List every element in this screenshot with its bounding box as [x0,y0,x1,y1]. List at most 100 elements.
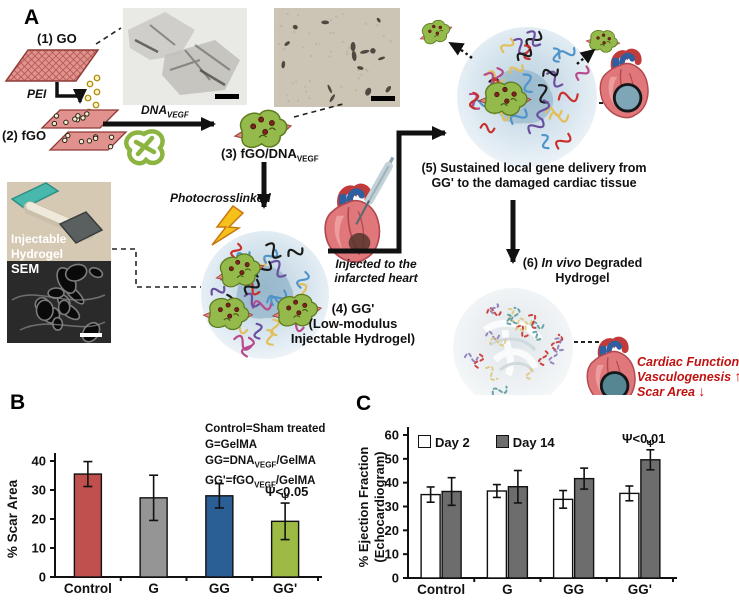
step4-line3: Injectable Hydrogel) [290,331,416,346]
legend-ggp-pre: GG'=fGO [205,475,255,488]
heart-delivery-icon [599,48,649,119]
svg-text:10: 10 [32,541,46,556]
scar-chart-legend: Control=Sham treated G=GelMA GG=DNAVEGF/… [205,421,325,494]
released-complex-icons [419,19,621,65]
step5-line2: GG' to the damaged cardiac tissue [431,176,637,190]
step6-line2: Hydrogel [555,271,610,285]
step4-label: (4) GG' (Low-modulus Injectable Hydrogel… [288,301,418,346]
legend-ggp-post: /GelMA [275,475,316,488]
outcome-cardiac-function: Cardiac Function ↑ [637,354,739,369]
scar-significance-label: Ψ<0.05 [265,484,309,499]
heart-outcome-icon [586,336,636,395]
legend-gg-pre: GG=DNA [205,455,255,467]
injected-label: Injected to the infarcted heart [326,257,426,285]
svg-text:30: 30 [32,483,46,498]
svg-text:G: G [148,581,159,596]
step6-post: Degraded [581,256,643,270]
panel-a-label: A [24,6,40,29]
legend-line-gg: GG=DNAVEGF/GelMA [205,453,325,473]
fgo-sheet-icon [40,109,128,151]
dna-label-main: DNA [141,103,167,117]
ef-chart-legend: Day 2 Day 14 [418,435,555,450]
svg-text:GG': GG' [628,582,652,597]
scar-area-chart-panel: 0 10 20 30 40 Control G GG GG' Ψ% Scar Area Contr… [0,390,352,603]
svg-text:Ψ: Ψ [646,439,654,450]
tem-go-image [123,8,247,105]
legend-line-g: G=GelMA [205,439,258,451]
svg-text:0: 0 [39,570,46,585]
fgo-dna-complex-icon [233,109,293,149]
day2-legend-item: Day 2 [418,435,470,450]
svg-text:G: G [502,582,513,597]
step5-line1: (5) Sustained local gene delivery from [421,161,647,175]
dna-plasmid-icon [124,129,165,166]
down-arrow-icon: ↓ [698,383,706,399]
svg-text:(Echocardiogram): (Echocardiogram) [372,451,387,562]
step2-label: (2) fGO [2,128,47,143]
step6-italic: In vivo [541,256,582,270]
step3-label-main: (3) fGO/DNA [221,146,297,161]
outcome-list: Cardiac Function ↑ Vasculogenesis ↑ Scar… [637,354,739,399]
svg-text:50: 50 [385,451,399,466]
outcome-text: Cardiac Function [637,355,739,369]
step4-line2: (Low-modulus [308,316,398,331]
step3-label: (3) fGO/DNAVEGF [221,146,319,164]
arrow-step4-to-5-icon [328,126,447,254]
step1-label: (1) GO [37,31,77,46]
outcome-text: Vasculogenesis [637,370,732,384]
injected-line2: infarcted heart [334,271,418,285]
day2-swatch-icon [418,435,431,448]
legend-gg-sub: VEGF [254,460,277,470]
photo-label-line2: Hydrogel [11,247,64,261]
injectable-hydrogel-label: Injectable Hydrogel [11,232,66,262]
day14-swatch-icon [495,435,509,448]
delivery-circle-icon [457,27,597,167]
sem-image [7,261,111,343]
step6-line1: (6) In vivo Degraded [505,256,660,271]
pei-arrow-icon [55,82,87,104]
ejection-fraction-chart-panel: 0 10 20 30 40 50 60 Control G GG GG' Ψ% Ejection Fr… [355,390,739,603]
photocrosslinked-label: Photocrosslinked [170,191,271,205]
sem-label: SEM [11,261,40,276]
outcome-scar-area: Scar Area ↓ [637,384,739,399]
photo-label-line1: Injectable [11,232,67,246]
svg-text:60: 60 [385,428,399,443]
svg-text:40: 40 [32,454,46,469]
day14-legend-label: Day 14 [512,435,555,450]
step5-label: (5) Sustained local gene delivery from G… [398,161,670,191]
svg-text:Control: Control [417,582,465,597]
dna-vegf-label: DNAVEGF [141,103,189,119]
outcome-vasculogenesis: Vasculogenesis ↑ [637,369,739,384]
degraded-hydrogel-circle-icon [453,288,573,395]
dna-label-sub: VEGF [167,110,189,120]
svg-text:20: 20 [385,523,399,538]
day14-legend-item: Day 14 [495,435,555,450]
panel-a-schematic [4,8,649,395]
step6-label: (6) In vivo Degraded Hydrogel [505,256,660,286]
injected-line1: Injected to the [335,257,417,271]
svg-text:40: 40 [385,475,399,490]
svg-text:0: 0 [392,571,399,586]
step6-pre: (6) [522,256,542,270]
pei-dots-icon [84,74,101,116]
legend-ggp-sub: VEGF [254,480,276,490]
pei-label: PEI [27,87,47,101]
svg-text:% Ejection Fraction: % Ejection Fraction [356,447,371,568]
outcome-text: Scar Area [637,385,695,399]
legend-line-control: Control=Sham treated [205,423,326,435]
legend-gg-post: /GelMA [276,455,316,467]
hydrogel-photo-image [7,182,111,261]
up-arrow-icon: ↑ [734,368,739,384]
svg-text:10: 10 [385,547,399,562]
svg-text:GG: GG [209,581,230,596]
svg-text:GG': GG' [273,581,297,596]
svg-text:Ψ: Ψ [281,492,289,503]
day2-legend-label: Day 2 [435,435,470,450]
legend-line-ggprime: GG'=fGOVEGF/GelMA [205,473,325,493]
step3-label-sub: VEGF [296,154,319,164]
panel-b-label: B [10,391,26,414]
heart-syringe-icon [324,156,395,263]
